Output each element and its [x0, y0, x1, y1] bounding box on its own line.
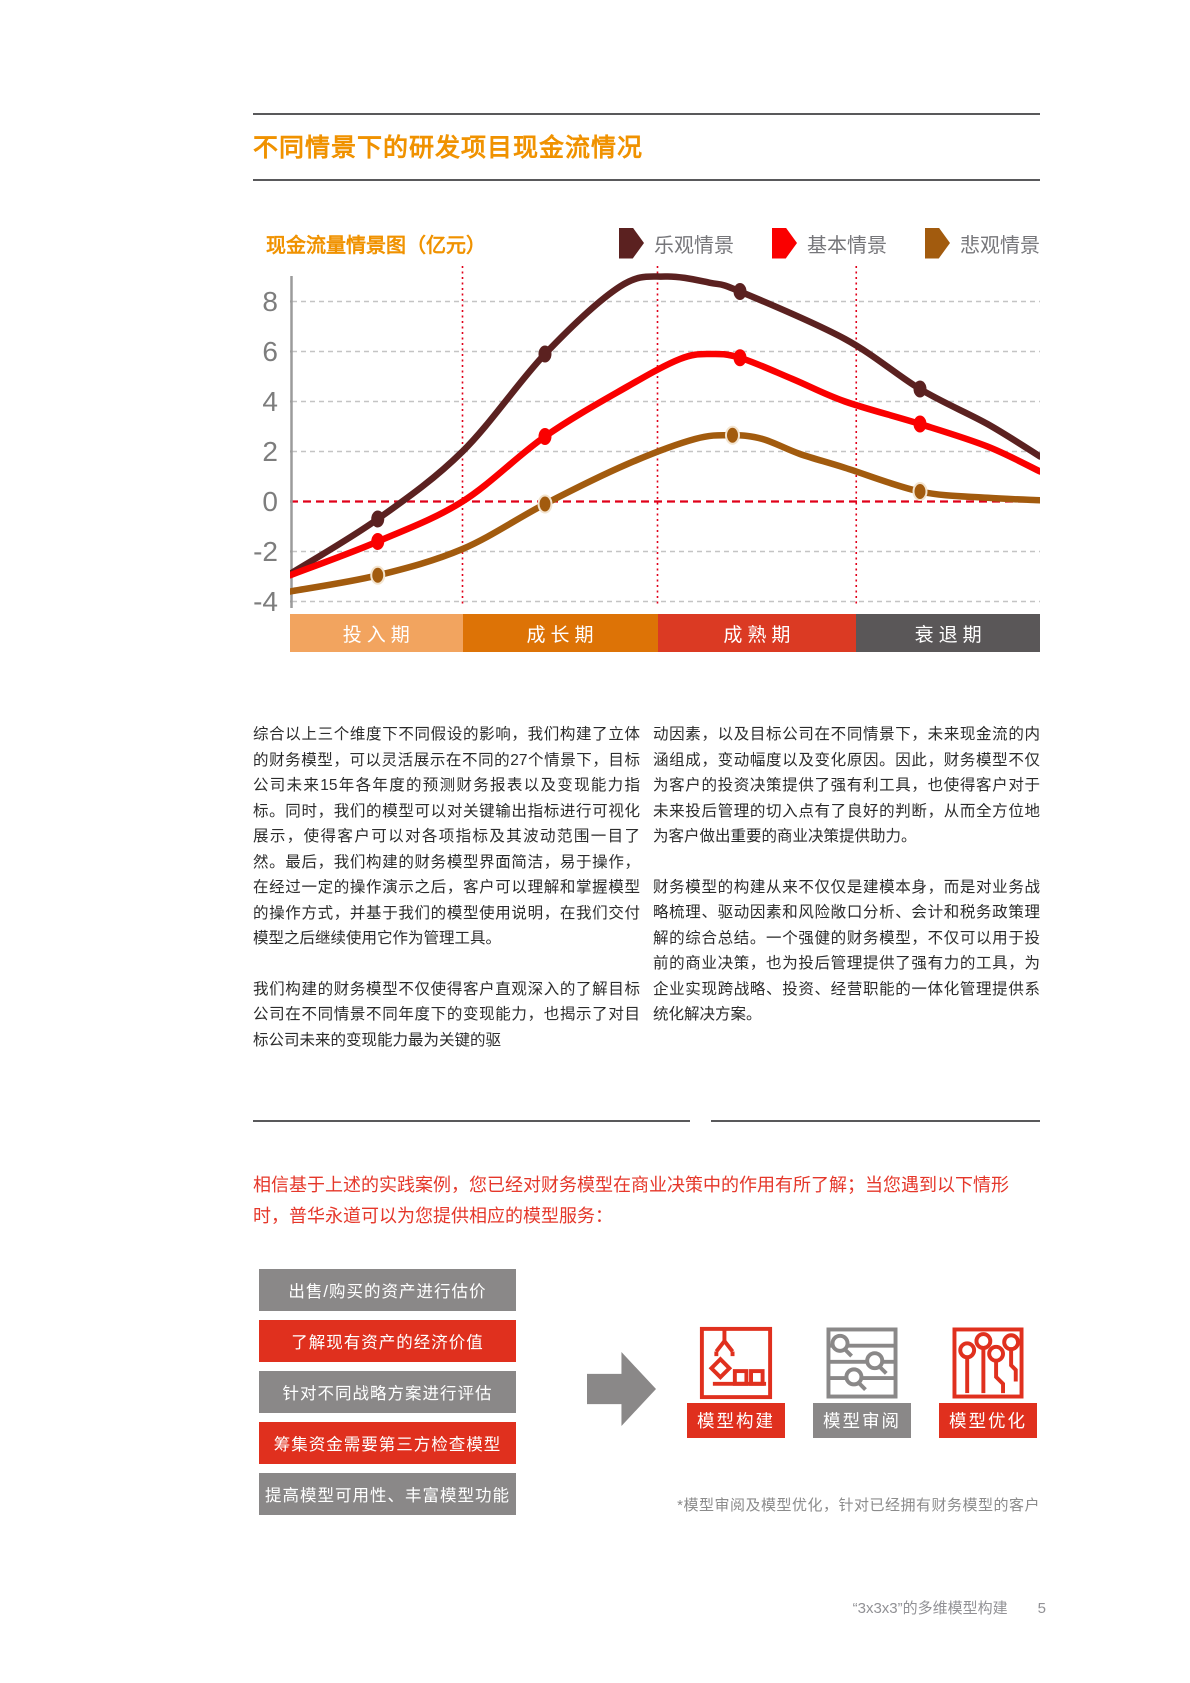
service-box: 了解现有资产的经济价值	[259, 1320, 516, 1362]
legend-marker-icon	[619, 227, 644, 259]
page-title: 不同情景下的研发项目现金流情况	[253, 134, 644, 162]
cashflow-scenario-chart: 投入期 成长期 成熟期 衰退期 8 6 4 2 0 -2 -4	[253, 264, 1044, 652]
content: 不同情景下的研发项目现金流情况 现金流量情景图（亿元） 乐观情景 基本情景 悲观情景…	[253, 113, 1044, 1519]
title-rule-bottom	[253, 179, 1040, 181]
chart-legend: 乐观情景 基本情景 悲观情景	[619, 227, 1040, 259]
service-box: 筹集资金需要第三方检查模型	[259, 1422, 516, 1464]
outcome-item: 模型优化	[936, 1325, 1040, 1438]
chart-title: 现金流量情景图（亿元）	[266, 234, 486, 257]
page-footer: “3x3x3”的多维模型构建 5	[853, 1597, 1046, 1618]
body-column-right: 动因素，以及目标公司在不同情景下，未来现金流的内涵组成，变动幅度以及变化原因。因…	[653, 722, 1040, 1078]
legend-marker-icon	[925, 227, 950, 259]
legend-marker-icon	[772, 227, 797, 259]
chart-header: 现金流量情景图（亿元） 乐观情景 基本情景 悲观情景	[253, 225, 1040, 261]
phase-segment: 成熟期	[657, 614, 857, 652]
section-dividers	[253, 1120, 1040, 1122]
phase-bar: 投入期 成长期 成熟期 衰退期	[290, 614, 1040, 652]
outcome-item: 模型构建	[684, 1325, 788, 1438]
page-number: 5	[1037, 1600, 1046, 1617]
services-diagram: 出售/购买的资产进行估价 了解现有资产的经济价值 针对不同战略方案进行评估 筹集资金需…	[253, 1269, 1040, 1519]
divider-left	[253, 1120, 690, 1122]
legend-label: 乐观情景	[654, 234, 734, 257]
divider-right	[711, 1120, 1040, 1122]
outcome-item: 模型审阅	[810, 1325, 914, 1438]
service-box: 针对不同战略方案进行评估	[259, 1371, 516, 1413]
y-axis-label: 4	[262, 385, 278, 417]
legend-label: 悲观情景	[960, 234, 1040, 257]
y-axis-label: -2	[253, 535, 278, 567]
body-paragraph: 动因素，以及目标公司在不同情景下，未来现金流的内涵组成，变动幅度以及变化原因。因…	[653, 726, 1040, 845]
y-axis-label: 6	[262, 335, 278, 367]
body-columns: 综合以上三个维度下不同假设的影响，我们构建了立体的财务模型，可以灵活展示在不同的…	[253, 722, 1040, 1078]
title-rule-top	[253, 113, 1040, 115]
y-axis-label: 2	[262, 435, 278, 467]
phase-segment: 成长期	[462, 614, 658, 652]
legend-label: 基本情景	[807, 234, 887, 257]
outcome-label: 模型优化	[939, 1403, 1037, 1438]
body-column-left: 综合以上三个维度下不同假设的影响，我们构建了立体的财务模型，可以灵活展示在不同的…	[253, 722, 640, 1078]
service-outcomes: 模型构建 模型审阅 模型优化	[684, 1325, 1040, 1438]
footer-title: “3x3x3”的多维模型构建	[852, 1600, 1008, 1617]
legend-item: 基本情景	[772, 227, 887, 259]
body-paragraph: 我们构建的财务模型不仅使得客户直观深入的了解目标公司在不同情景不同年度下的变现能…	[253, 980, 640, 1049]
arrow-right-icon	[586, 1352, 656, 1426]
y-axis-label: 0	[262, 485, 278, 517]
outcome-label: 模型构建	[687, 1403, 785, 1438]
phase-segment: 投入期	[290, 614, 463, 652]
crane-build-icon	[699, 1325, 773, 1401]
magnifier-review-icon	[825, 1325, 899, 1401]
circuit-optimize-icon	[951, 1325, 1025, 1401]
chart-plot	[284, 266, 1044, 608]
phase-segment: 衰退期	[856, 614, 1040, 652]
footnote: *模型审阅及模型优化，针对已经拥有财务模型的客户	[677, 1497, 1040, 1514]
y-axis-label: -4	[253, 585, 278, 617]
legend-item: 乐观情景	[619, 227, 734, 259]
lead-text: 相信基于上述的实践案例，您已经对财务模型在商业决策中的作用有所了解；当您遇到以下…	[253, 1175, 1009, 1226]
y-axis-label: 8	[262, 285, 278, 317]
outcome-label: 模型审阅	[813, 1403, 911, 1438]
legend-item: 悲观情景	[925, 227, 1040, 259]
service-box: 出售/购买的资产进行估价	[259, 1269, 516, 1311]
body-paragraph: 综合以上三个维度下不同假设的影响，我们构建了立体的财务模型，可以灵活展示在不同的…	[253, 726, 640, 947]
service-box: 提高模型可用性、丰富模型功能	[259, 1473, 516, 1515]
body-paragraph: 财务模型的构建从来不仅仅是建模本身，而是对业务战略梳理、驱动因素和风险敞口分析、…	[653, 878, 1040, 1024]
service-list: 出售/购买的资产进行估价 了解现有资产的经济价值 针对不同战略方案进行评估 筹集资金需…	[259, 1269, 516, 1515]
